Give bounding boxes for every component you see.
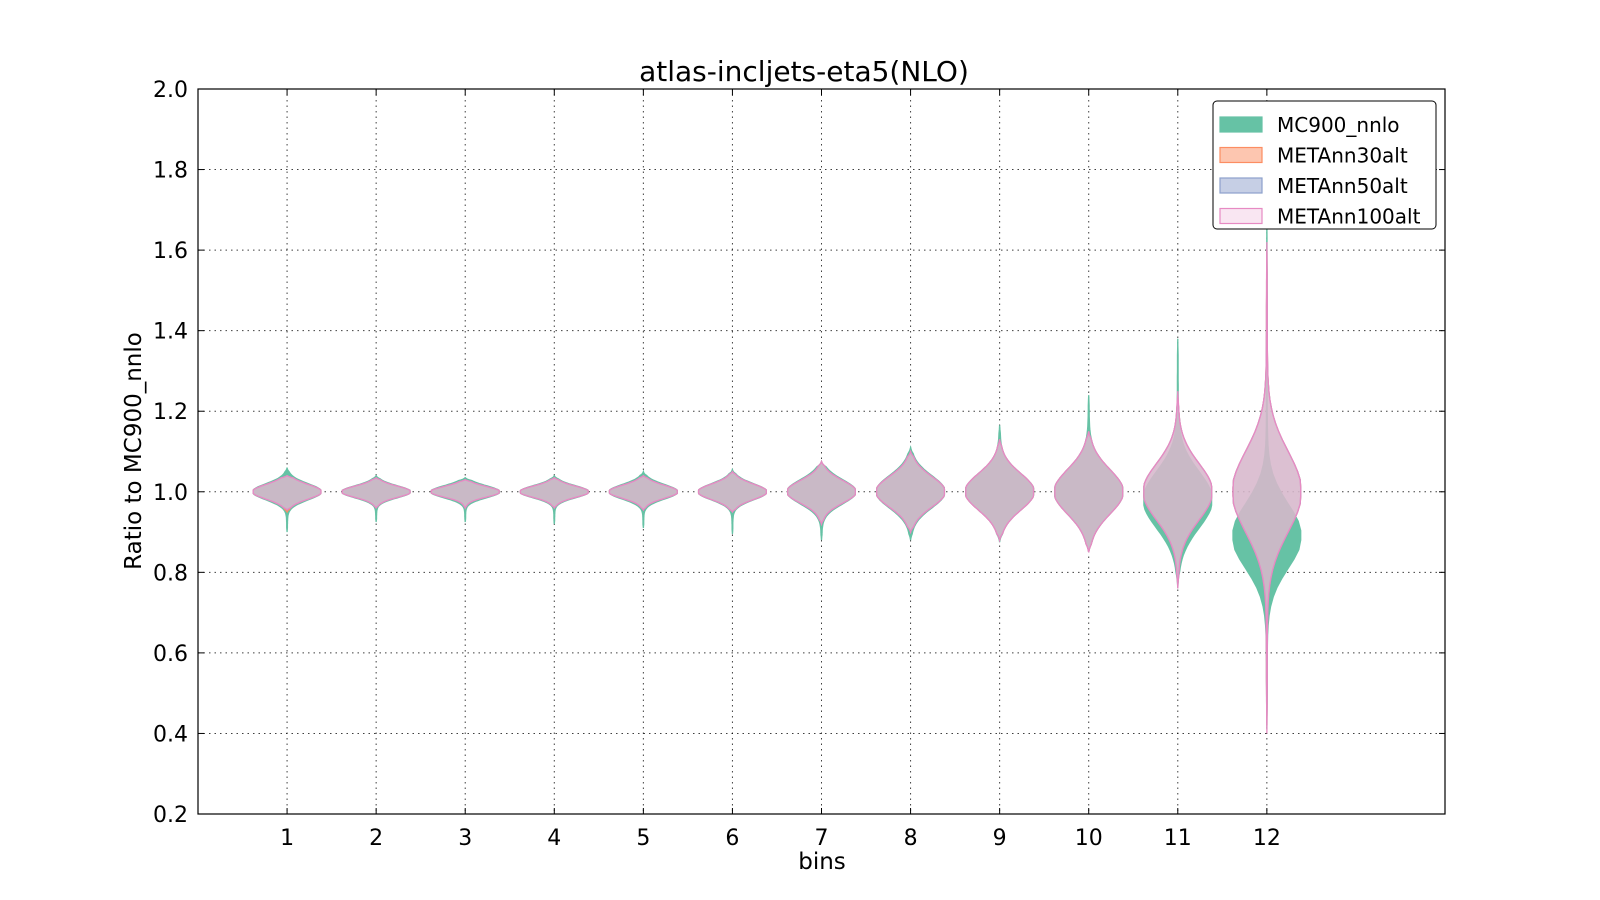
- violin-METAnn100alt-bin-11: [1143, 391, 1213, 589]
- y-tick-label: 1.0: [153, 481, 188, 506]
- legend-swatch-METAnn100alt: [1219, 207, 1263, 225]
- x-axis-ticks: 1 2 3 4 5 6 7 8 9 10 11 12: [280, 89, 1281, 851]
- x-tick-label: 5: [636, 826, 650, 851]
- violin-METAnn100alt-bin-10: [1054, 431, 1124, 553]
- y-tick-label: 1.4: [153, 320, 188, 345]
- x-axis-label: bins: [798, 849, 846, 875]
- legend-swatch-METAnn50alt: [1219, 177, 1263, 194]
- violin-METAnn100alt-bin-1: [252, 474, 322, 511]
- y-tick-label: 0.2: [153, 803, 188, 828]
- y-tick-label: 1.6: [153, 239, 188, 264]
- y-tick-label: 1.8: [153, 159, 188, 184]
- x-tick-label: 7: [815, 826, 829, 851]
- x-tick-label: 2: [369, 826, 383, 851]
- legend-swatch-METAnn30alt: [1219, 146, 1263, 164]
- y-axis-label: Ratio to MC900_nnlo: [121, 332, 147, 570]
- legend-label-METAnn30alt: METAnn30alt: [1277, 144, 1408, 168]
- violin-METAnn100alt-bin-5: [608, 474, 678, 512]
- y-tick-label: 2.0: [153, 78, 188, 103]
- y-tick-label: 0.4: [153, 722, 188, 747]
- chart-title: atlas-incljets-eta5(NLO): [639, 55, 969, 88]
- x-tick-label: 8: [904, 826, 918, 851]
- series-METAnn100alt: [252, 242, 1302, 734]
- x-tick-label: 9: [993, 826, 1007, 851]
- x-tick-label: 1: [280, 826, 294, 851]
- violin-METAnn100alt-bin-2: [341, 476, 411, 510]
- y-tick-label: 0.6: [153, 642, 188, 667]
- violin-METAnn100alt-bin-6: [697, 470, 767, 514]
- x-tick-label: 3: [458, 826, 472, 851]
- x-tick-label: 10: [1075, 826, 1103, 851]
- x-tick-label: 11: [1164, 826, 1192, 851]
- legend: MC900_nnlo METAnn30alt METAnn50alt METAnn10…: [1212, 100, 1437, 230]
- violins-layer: [252, 161, 1302, 734]
- legend-box: [1212, 100, 1437, 230]
- legend-label-METAnn50alt: METAnn50alt: [1277, 174, 1408, 198]
- y-tick-label: 0.8: [153, 561, 188, 586]
- violin-METAnn100alt-bin-3: [430, 478, 500, 510]
- legend-label-METAnn100alt: METAnn100alt: [1277, 205, 1421, 229]
- legend-swatch-MC900_nnlo: [1219, 116, 1263, 133]
- x-tick-label: 4: [547, 826, 561, 851]
- violin-METAnn100alt-bin-9: [965, 439, 1035, 543]
- legend-label-MC900_nnlo: MC900_nnlo: [1277, 113, 1400, 137]
- violin-METAnn100alt-bin-8: [876, 449, 946, 535]
- y-tick-label: 1.2: [153, 400, 188, 425]
- x-tick-label: 12: [1253, 826, 1281, 851]
- violin-METAnn100alt-bin-12: [1232, 242, 1302, 734]
- x-tick-label: 6: [725, 826, 739, 851]
- violin-METAnn100alt-bin-7: [787, 459, 856, 527]
- y-axis-ticks: 0.2 0.4 0.6 0.8 1.0 1.2 1.4 1.6 1.8 2.0: [153, 78, 1445, 828]
- violin-METAnn100alt-bin-4: [519, 476, 589, 510]
